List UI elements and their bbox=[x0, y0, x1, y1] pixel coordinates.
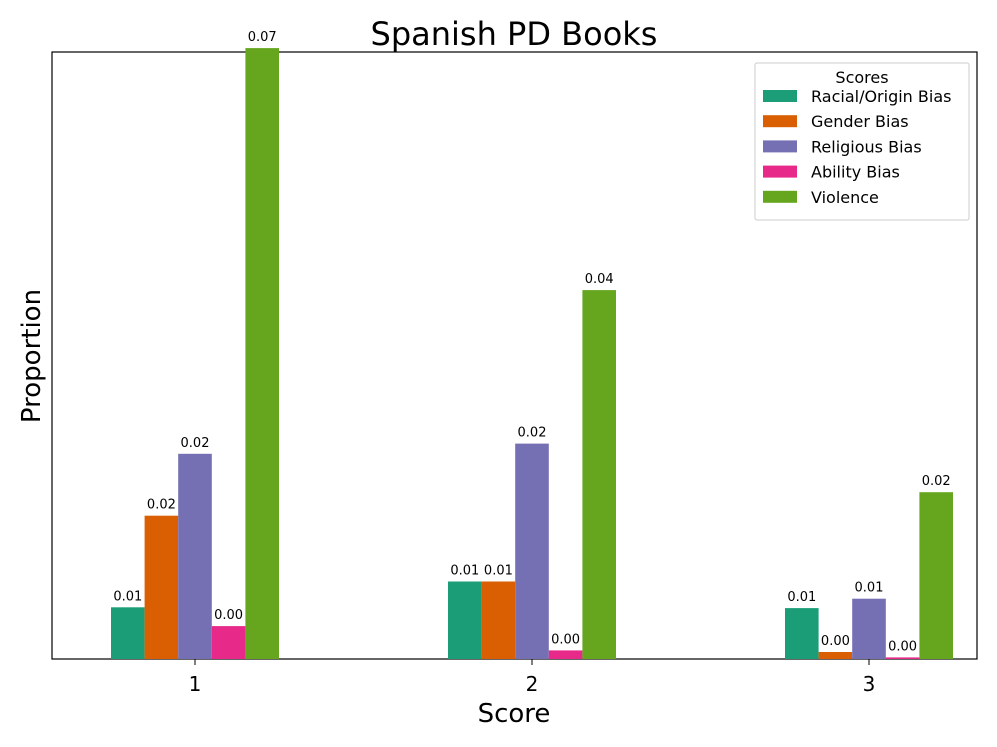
legend-label: Ability Bias bbox=[811, 163, 900, 182]
legend-title: Scores bbox=[835, 68, 888, 87]
data-label: 0.01 bbox=[450, 564, 479, 579]
legend-swatch bbox=[763, 165, 797, 178]
bar-racial-origin-bias-score-2 bbox=[448, 581, 482, 659]
legend-label: Violence bbox=[811, 188, 879, 207]
bar-gender-bias-score-1 bbox=[144, 515, 179, 659]
data-label: 0.00 bbox=[888, 639, 917, 654]
data-label: 0.00 bbox=[214, 608, 243, 623]
y-axis-label: Proportion bbox=[17, 289, 47, 423]
x-axis-ticks: 1 2 3 bbox=[189, 659, 876, 696]
chart-title: Spanish PD Books bbox=[371, 15, 658, 53]
legend: Scores Racial/Origin Bias Gender Bias Reli… bbox=[754, 62, 970, 221]
bar-gender-bias-score-2 bbox=[481, 581, 516, 659]
legend-swatch bbox=[763, 115, 797, 128]
bar-racial-origin-bias-score-3 bbox=[785, 608, 819, 659]
legend-items: Racial/Origin Bias Gender Bias Religious B… bbox=[763, 87, 951, 207]
data-label: 0.00 bbox=[821, 634, 850, 649]
bar-gender-bias-score-3 bbox=[818, 652, 853, 659]
data-label: 0.01 bbox=[113, 589, 142, 604]
data-labels-group: 0.01 0.01 0.01 0.02 0.01 0.00 0.02 0.02 0.01 0.00… bbox=[113, 30, 950, 654]
data-label: 0.01 bbox=[484, 564, 513, 579]
x-tick-label: 3 bbox=[863, 672, 876, 696]
bar-ability-bias-score-2 bbox=[548, 650, 583, 659]
bar-religious-bias-score-2 bbox=[515, 443, 549, 659]
data-label: 0.01 bbox=[855, 581, 884, 596]
bar-violence-score-1 bbox=[245, 48, 279, 660]
data-label: 0.00 bbox=[551, 632, 580, 647]
legend-swatch bbox=[763, 140, 797, 153]
x-tick-label: 2 bbox=[526, 672, 539, 696]
bar-violence-score-3 bbox=[919, 492, 953, 659]
bar-religious-bias-score-1 bbox=[178, 453, 212, 659]
bars-group bbox=[111, 48, 953, 660]
data-label: 0.02 bbox=[922, 474, 951, 489]
data-label: 0.02 bbox=[518, 426, 547, 441]
data-label: 0.04 bbox=[585, 272, 614, 287]
bar-violence-score-2 bbox=[582, 290, 616, 659]
data-label: 0.02 bbox=[147, 498, 176, 513]
data-label: 0.07 bbox=[248, 30, 277, 45]
legend-label: Gender Bias bbox=[811, 112, 909, 131]
bar-racial-origin-bias-score-1 bbox=[111, 607, 145, 659]
x-axis-label: Score bbox=[478, 699, 551, 729]
legend-label: Religious Bias bbox=[811, 137, 922, 156]
legend-box bbox=[754, 62, 970, 221]
bar-ability-bias-score-3 bbox=[885, 657, 920, 659]
legend-swatch bbox=[763, 90, 797, 102]
data-label: 0.01 bbox=[787, 590, 816, 605]
bar-religious-bias-score-3 bbox=[852, 598, 886, 659]
x-tick-label: 1 bbox=[189, 672, 202, 696]
legend-swatch bbox=[763, 190, 797, 203]
legend-label: Racial/Origin Bias bbox=[811, 87, 951, 106]
bar-ability-bias-score-1 bbox=[211, 626, 246, 659]
data-label: 0.02 bbox=[181, 436, 210, 451]
